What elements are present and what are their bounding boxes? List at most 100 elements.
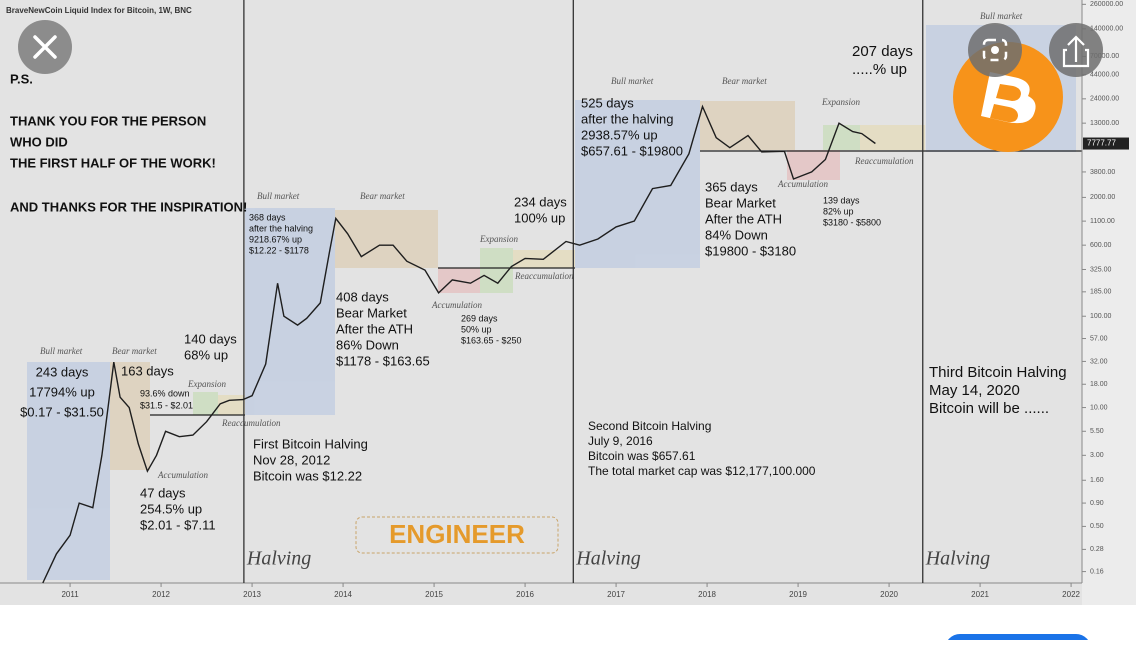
- annotation: after the halving: [249, 223, 313, 233]
- note: THANK YOU FOR THE PERSON: [10, 113, 206, 128]
- y-tick-label: 325.00: [1090, 266, 1112, 273]
- annotation: 269 days: [461, 313, 498, 323]
- y-tick-label: 70000.00: [1090, 53, 1119, 60]
- action-button[interactable]: [945, 634, 1091, 645]
- note: P.S.: [10, 71, 33, 86]
- annotation: $31.5 - $2.01: [140, 400, 193, 410]
- x-tick-label: 2020: [880, 590, 898, 599]
- annotation: $163.65 - $250: [461, 335, 522, 345]
- annotation: Bear Market: [705, 195, 776, 210]
- annotation: $1178 - $163.65: [336, 353, 430, 368]
- annotation: 68% up: [184, 347, 228, 362]
- phase-label: Reaccumulation: [514, 271, 574, 281]
- annotation: 139 days: [823, 195, 860, 205]
- halving-label: Halving: [246, 548, 311, 570]
- phase-label: Bull market: [611, 76, 654, 86]
- halving-label: Halving: [575, 548, 640, 570]
- lens-button[interactable]: [968, 23, 1022, 77]
- y-tick-label: 140000.00: [1090, 26, 1123, 33]
- annotation: Third Bitcoin Halving: [929, 364, 1067, 381]
- annotation: Second Bitcoin Halving: [588, 419, 711, 433]
- annotation: Bitcoin will be ......: [929, 400, 1049, 417]
- y-tick-label: 100.00: [1090, 313, 1112, 320]
- y-tick-label: 32.00: [1090, 358, 1108, 365]
- logo: ENGINEER: [355, 516, 559, 554]
- x-tick-label: 2016: [516, 590, 534, 599]
- y-tick-label: 5.50: [1090, 428, 1104, 435]
- y-tick-label: 10.00: [1090, 404, 1108, 411]
- annotation: 86% Down: [336, 337, 399, 352]
- phase-label: Reaccumulation: [221, 418, 281, 428]
- price-line: [42, 104, 876, 584]
- annotation: 47 days: [140, 485, 186, 500]
- annotation: 254.5% up: [140, 501, 202, 516]
- annotation: 163 days: [121, 363, 174, 378]
- phase-label: Expansion: [187, 379, 226, 389]
- chart-title: BraveNewCoin Liquid Index for Bitcoin, 1…: [6, 6, 192, 15]
- y-tick-label: 24000.00: [1090, 96, 1119, 103]
- last-price-box: [1083, 137, 1129, 150]
- y-tick-label: 13000.00: [1090, 120, 1119, 127]
- phase-label: Bear market: [722, 76, 767, 86]
- annotation: July 9, 2016: [588, 434, 653, 448]
- share-button[interactable]: [1049, 23, 1103, 77]
- annotation: 100% up: [514, 210, 565, 225]
- y-tick-label: 0.28: [1090, 546, 1104, 553]
- annotation: 84% Down: [705, 227, 768, 242]
- close-button[interactable]: [18, 20, 72, 74]
- annotation: 243 days: [36, 364, 89, 379]
- phase-label: Accumulation: [777, 179, 828, 189]
- logo-text: ENGINEER: [389, 519, 525, 549]
- annotation: Bitcoin was $12.22: [253, 468, 362, 483]
- x-tick-label: 2018: [698, 590, 716, 599]
- annotation: $2.01 - $7.11: [140, 517, 216, 532]
- x-tick-label: 2012: [152, 590, 170, 599]
- annotation: Bear Market: [336, 305, 407, 320]
- annotation: $0.17 - $31.50: [20, 404, 104, 419]
- x-tick-label: 2022: [1062, 590, 1080, 599]
- y-tick-label: 3800.00: [1090, 169, 1115, 176]
- annotation: May 14, 2020: [929, 382, 1020, 399]
- price-axis-background: [1082, 0, 1136, 605]
- annotation: .....% up: [852, 61, 907, 78]
- annotation: After the ATH: [336, 321, 413, 336]
- phase-label: Bear market: [360, 191, 405, 201]
- y-tick-label: 1.60: [1090, 477, 1104, 484]
- y-tick-label: 44000.00: [1090, 72, 1119, 79]
- y-tick-label: 2000.00: [1090, 194, 1115, 201]
- annotation: 525 days: [581, 95, 634, 110]
- annotation: after the halving: [581, 111, 674, 126]
- phase-label: Bull market: [980, 11, 1023, 21]
- phase-boxes: [27, 25, 1076, 580]
- annotation: The total market cap was $12,177,100.000: [588, 464, 816, 478]
- x-tick-label: 2017: [607, 590, 625, 599]
- annotation: First Bitcoin Halving: [253, 436, 368, 451]
- y-tick-label: 3.00: [1090, 452, 1104, 459]
- note: WHO DID: [10, 134, 68, 149]
- x-tick-label: 2015: [425, 590, 443, 599]
- annotation: 50% up: [461, 324, 492, 334]
- y-tick-label: 185.00: [1090, 289, 1112, 296]
- annotation: 140 days: [184, 331, 237, 346]
- y-tick-label: 0.50: [1090, 523, 1104, 530]
- x-tick-label: 2014: [334, 590, 352, 599]
- bottom-bar: [0, 605, 1136, 640]
- chart-background: [0, 0, 1136, 605]
- phase-label: Accumulation: [431, 300, 482, 310]
- phase-label: Expansion: [821, 97, 860, 107]
- annotation: $12.22 - $1178: [249, 245, 309, 255]
- annotation: Nov 28, 2012: [253, 452, 330, 467]
- x-tick-label: 2011: [61, 590, 79, 599]
- x-tick-label: 2019: [789, 590, 807, 599]
- annotation: $3180 - $5800: [823, 217, 881, 227]
- x-tick-label: 2013: [243, 590, 261, 599]
- phase-label: Bull market: [40, 346, 83, 356]
- phase-label: Bull market: [257, 191, 300, 201]
- phase-label: Reaccumulation: [854, 156, 914, 166]
- x-tick-label: 2021: [971, 590, 989, 599]
- annotation: $657.61 - $19800: [581, 143, 683, 158]
- phase-label: Accumulation: [157, 470, 208, 480]
- last-price-label: 7777.77: [1087, 139, 1116, 148]
- annotation: 17794% up: [29, 384, 95, 399]
